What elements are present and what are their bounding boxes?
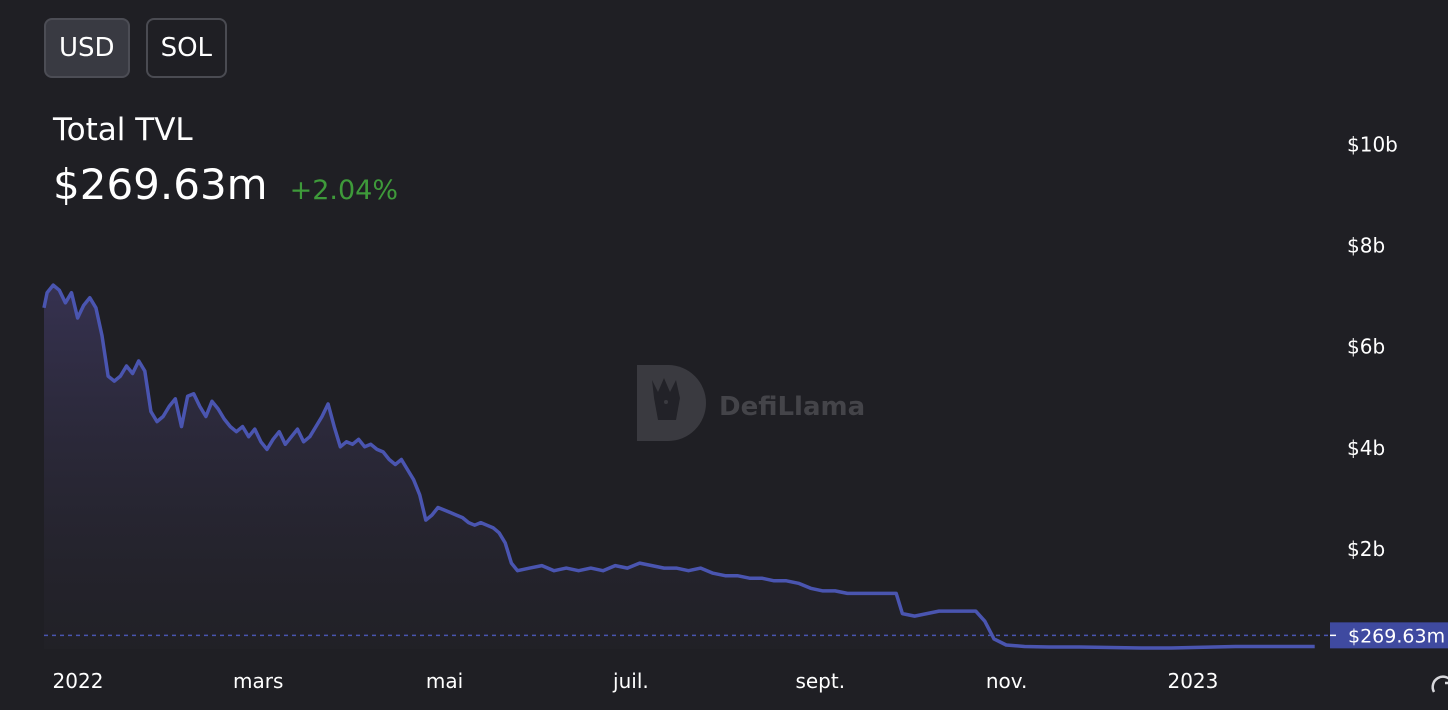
x-tick-label: juil. [612, 669, 649, 693]
x-tick-label: 2023 [1167, 669, 1218, 693]
currency-toggle-group: USD SOL [44, 18, 228, 78]
tvl-series-line [42, 283, 1315, 650]
x-axis: 2022 mars mai juil. sept. nov. 2023 [53, 669, 1219, 693]
x-tick-label: sept. [795, 669, 845, 693]
total-tvl-label: Total TVL [53, 112, 193, 148]
tvl-area-fill [44, 285, 1315, 649]
x-tick-label: mars [233, 669, 283, 693]
x-tick-label: nov. [986, 669, 1028, 693]
tvl-value: $269.63m [53, 160, 268, 209]
y-tick-label: $8b [1347, 234, 1385, 258]
tvl-summary: $269.63m +2.04% [53, 160, 398, 209]
current-value-label: $269.63m [1348, 625, 1445, 647]
defillama-watermark: DefiLlama [637, 365, 865, 441]
usd-toggle-button[interactable]: USD [44, 18, 130, 78]
tvl-change-percent: +2.04% [289, 175, 398, 206]
x-tick-label: 2022 [53, 669, 104, 693]
refresh-icon[interactable] [1428, 672, 1448, 702]
y-tick-label: $2b [1347, 537, 1385, 561]
y-axis: $10b $8b $6b $4b $2b [1347, 133, 1398, 561]
defillama-logo-icon [637, 365, 706, 441]
sol-toggle-button[interactable]: SOL [145, 18, 228, 78]
current-value-tag: $269.63m [1330, 622, 1448, 649]
watermark-text: DefiLlama [719, 392, 865, 422]
x-tick-label: mai [426, 669, 463, 693]
y-tick-label: $6b [1347, 335, 1385, 359]
y-tick-label: $4b [1347, 436, 1385, 460]
y-tick-label: $10b [1347, 133, 1398, 157]
